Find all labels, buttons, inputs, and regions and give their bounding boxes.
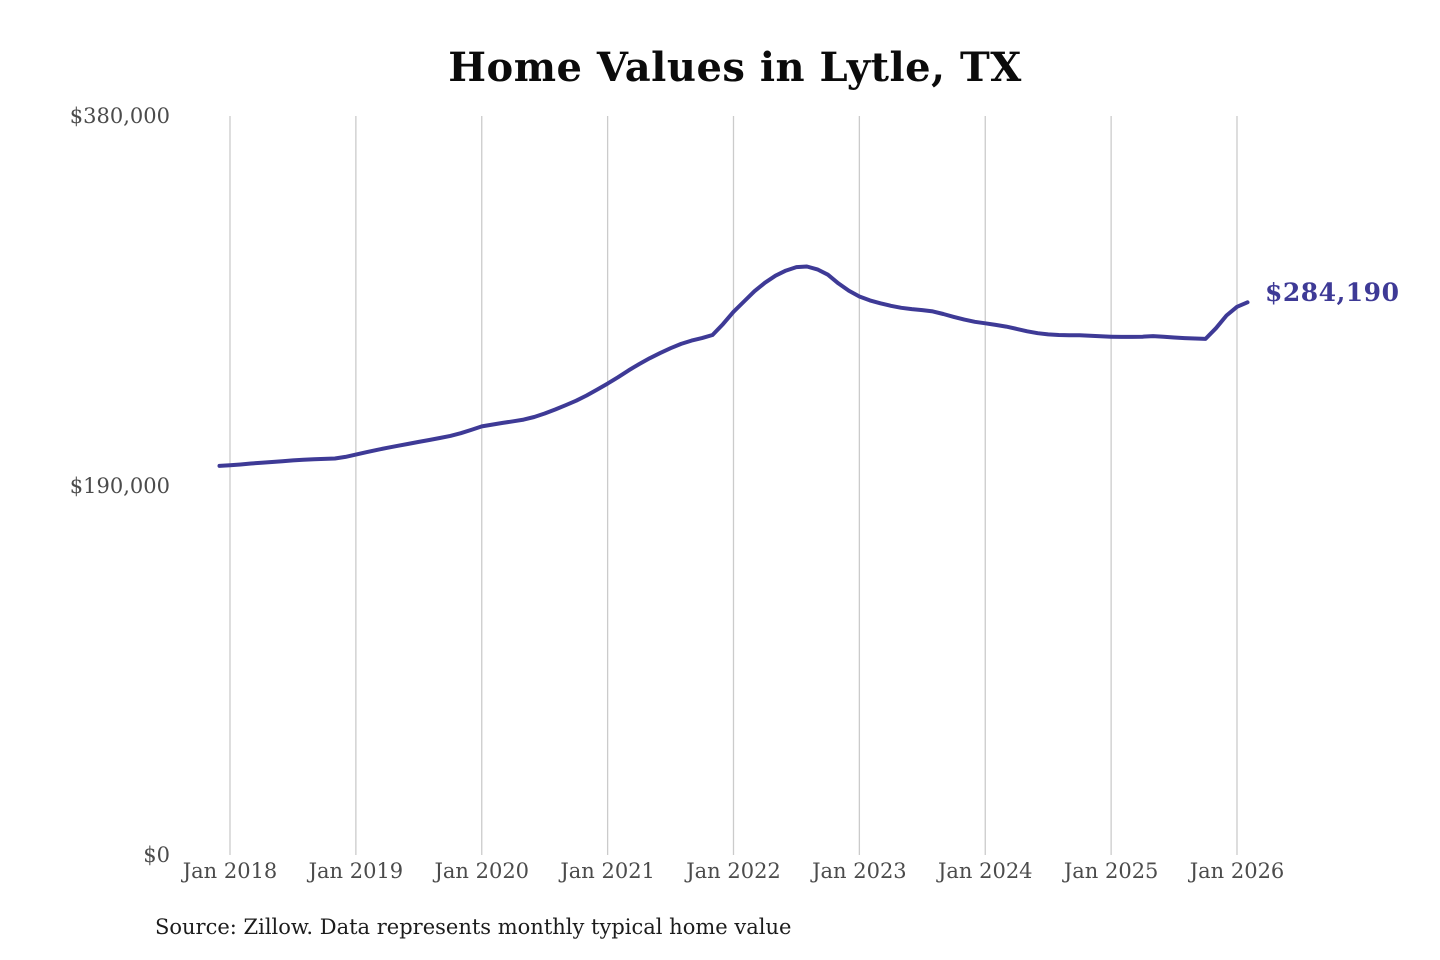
x-tick-label: Jan 2025 — [1063, 859, 1159, 883]
x-tick-label: Jan 2019 — [308, 859, 404, 883]
y-tick-label: $190,000 — [69, 473, 170, 498]
chart-title: Home Values in Lytle, TX — [448, 44, 1022, 91]
x-tick-label: Jan 2023 — [812, 859, 907, 883]
y-tick-label: $380,000 — [69, 104, 170, 128]
x-tick-label: Jan 2020 — [434, 859, 530, 883]
latest-value-label: $284,190 — [1265, 278, 1400, 307]
x-tick-label: Jan 2018 — [182, 859, 278, 883]
home-value-line — [217, 264, 1250, 468]
x-tick-label: Jan 2022 — [686, 859, 781, 883]
y-tick-label: $0 — [143, 843, 170, 867]
x-tick-label: Jan 2021 — [560, 859, 655, 883]
x-tick-label: Jan 2024 — [937, 859, 1033, 883]
x-tick-label: Jan 2026 — [1189, 859, 1285, 883]
source-note: Source: Zillow. Data represents monthly … — [155, 915, 792, 939]
